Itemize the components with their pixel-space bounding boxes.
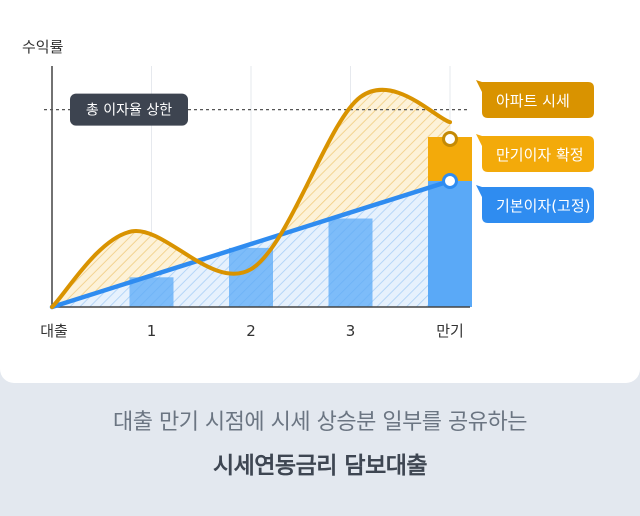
basic-interest-point	[442, 173, 458, 189]
axes	[51, 66, 470, 308]
x-tick-label-4: 만기	[436, 322, 464, 340]
caption-line-2: 시세연동금리 담보대출	[212, 453, 428, 479]
reference-line-group: 총 이자율 상한	[44, 93, 470, 126]
reference-label: 총 이자율 상한	[86, 103, 172, 119]
legend-label-2: 기본이자(고정)	[496, 197, 591, 215]
x-tick-label-3: 3	[346, 322, 356, 340]
x-tick-label-2: 2	[246, 322, 256, 340]
bars	[129, 137, 472, 307]
legend-label-0: 아파트 시세	[496, 92, 570, 110]
bar-4	[428, 181, 472, 307]
y-axis-label: 수익률	[22, 38, 64, 56]
maturity-interest-point	[442, 131, 458, 147]
caption-line-1: 대출 만기 시점에 시세 상승분 일부를 공유하는	[112, 410, 528, 435]
x-tick-label-1: 1	[147, 322, 157, 340]
reference-label-bg	[70, 93, 188, 126]
x-tick-label-0: 대출	[40, 322, 68, 340]
series-lines	[49, 87, 458, 310]
legend-label-1: 만기이자 확정	[496, 146, 584, 164]
apartment-price-line	[50, 87, 452, 309]
basic-interest-line	[49, 178, 453, 310]
legend-pill-2	[476, 185, 594, 223]
legend-pill-1	[476, 134, 594, 172]
legend-pill-0	[476, 80, 594, 118]
bar-3	[328, 218, 373, 307]
caption: 대출 만기 시점에 시세 상승분 일부를 공유하는 시세연동금리 담보대출	[0, 404, 640, 480]
